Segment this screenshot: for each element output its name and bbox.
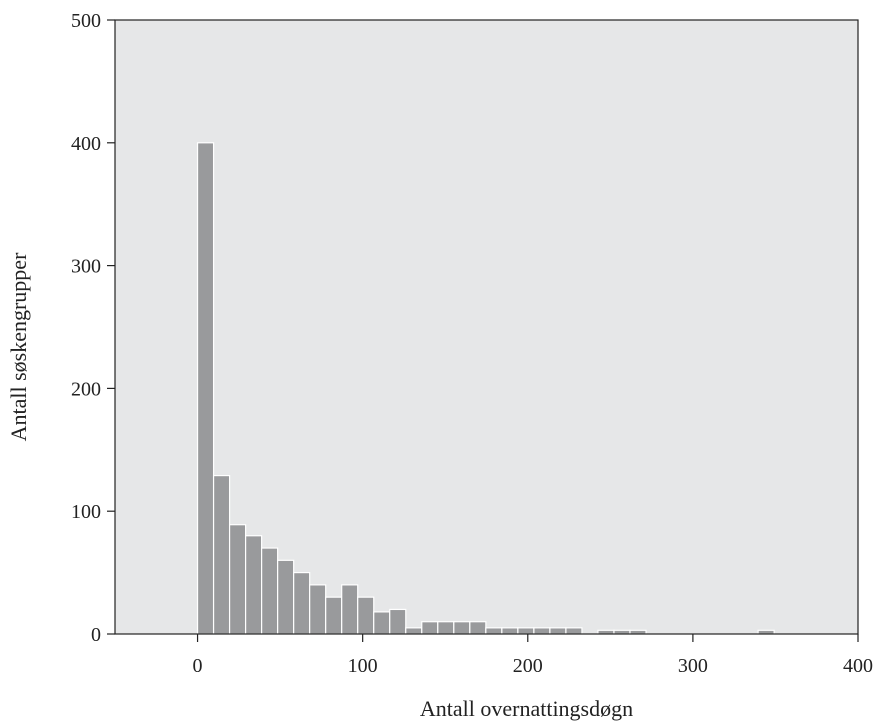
histogram-bar [453,621,471,635]
histogram-bar [357,596,375,635]
histogram-bar [245,535,263,635]
histogram-bar [309,584,327,635]
histogram-bar [228,524,247,635]
histogram-bar [389,608,407,635]
histogram-bar [469,621,487,635]
x-tick-label: 300 [678,655,708,677]
plot-frame [114,19,859,635]
x-tick-label: 100 [348,655,378,677]
histogram-bar [485,627,503,635]
histogram-bar [277,559,295,635]
y-tick-label: 500 [71,10,101,32]
histogram-bar [549,627,567,635]
histogram-bar [533,627,551,635]
histogram-bar [437,621,455,635]
histogram-bar [405,627,423,635]
histogram-bar [501,627,519,635]
histogram-bar [261,547,279,635]
histogram-bar [373,611,391,635]
y-axis-label: Antall søskengrupper [6,252,31,441]
x-tick-label: 400 [843,655,873,677]
x-axis-label: Antall overnattingsdøgn [420,696,633,721]
y-tick-label: 300 [71,256,101,278]
y-tick-label: 200 [71,378,101,400]
y-tick-label: 400 [71,133,101,155]
histogram-bar [196,142,215,635]
histogram-bar [212,474,231,635]
histogram-bar [565,627,583,635]
histogram-bar [341,584,359,635]
histogram-bar [421,621,439,635]
bars-group [196,142,775,635]
histogram-bar [293,571,311,635]
y-tick-label: 0 [91,624,101,646]
x-tick-label: 200 [513,655,543,677]
histogram-bar [325,596,343,635]
x-tick-label: 0 [193,655,203,677]
x-axis: 0 100 200 300 400 [193,634,873,677]
histogram-bar [517,627,535,635]
y-axis: 0 100 200 300 400 500 [71,10,115,646]
y-tick-label: 100 [71,501,101,523]
